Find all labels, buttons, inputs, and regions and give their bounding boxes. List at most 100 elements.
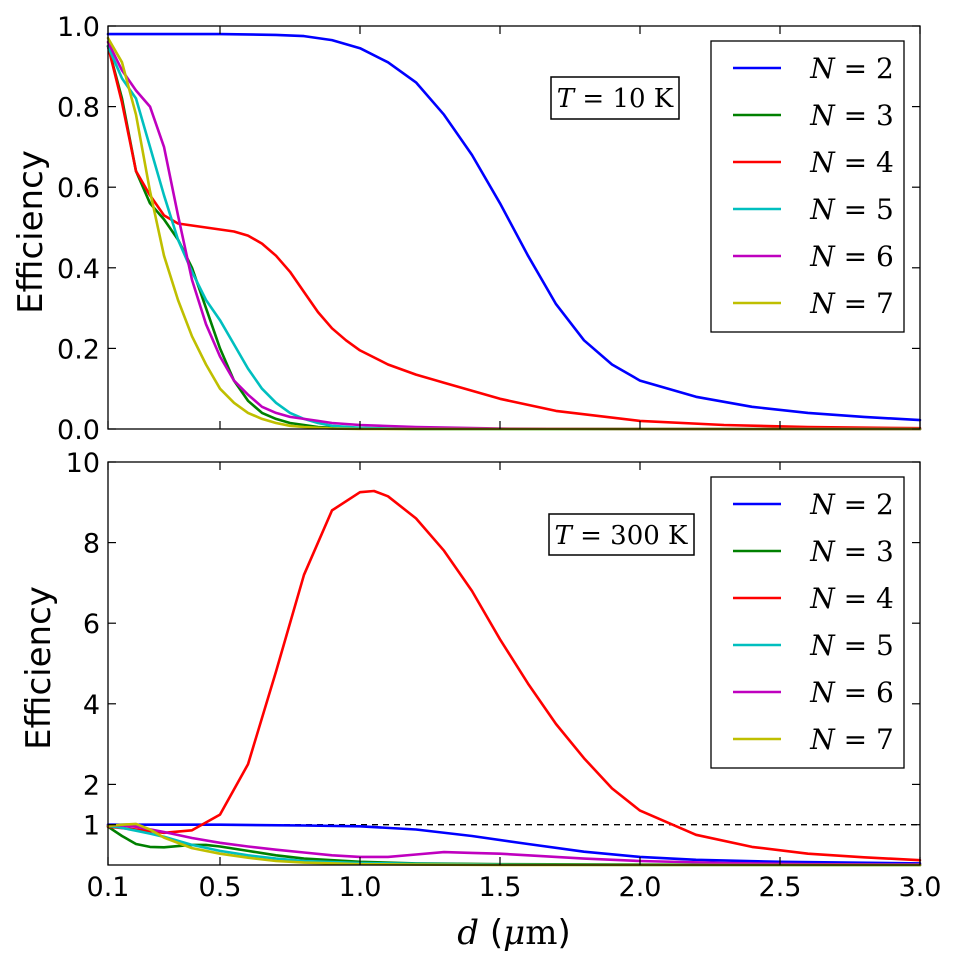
bottom-annotation-box — [548, 513, 695, 556]
top-legend-eq: = — [835, 99, 876, 132]
bottom-legend-label-n4: N = 4 — [809, 582, 894, 615]
bottom-legend-num: 5 — [876, 629, 894, 662]
x-tick-label: 2.0 — [619, 872, 662, 903]
bottom-annotation-eq: = — [572, 521, 610, 551]
top-legend-label-n5: N = 5 — [809, 193, 894, 226]
bottom-plot-frame — [107, 461, 921, 866]
top-legend-eq: = — [835, 52, 876, 85]
top-legend-eq: = — [835, 193, 876, 226]
x-axis-label: d (μm) — [457, 913, 570, 953]
bottom-annotation-var: T — [554, 521, 573, 551]
x-axis-label-close: ) — [557, 913, 570, 953]
bottom-x-tick-labels: 0.1 0.5 1.0 1.5 2.0 2.5 3.0 — [87, 872, 942, 903]
bottom-legend: N = 2N = 3N = 4N = 5N = 6N = 7 — [710, 476, 905, 769]
top-panel: 0.0 0.2 0.4 0.6 0.8 1.0 Efficiency T = 10 K N… — [11, 12, 922, 446]
bottom-temperature-annotation: T = 300 K — [548, 513, 695, 556]
top-legend-label-n3: N = 3 — [809, 99, 894, 132]
bottom-series-line-n2 — [106, 823, 922, 865]
top-annotation-var: T — [557, 84, 576, 114]
top-legend-var: N — [809, 287, 836, 320]
top-legend-num: 5 — [876, 193, 894, 226]
top-legend-var: N — [809, 99, 836, 132]
top-y-tick-label: 0.2 — [57, 334, 100, 365]
top-legend-num: 4 — [876, 146, 894, 179]
bottom-legend-num: 2 — [876, 488, 894, 521]
bottom-legend-eq: = — [835, 629, 876, 662]
bottom-legend-var: N — [809, 488, 836, 521]
bottom-legend-label-n6: N = 6 — [809, 676, 894, 709]
x-axis-label-mu: μ — [503, 913, 525, 953]
top-series-line-n2 — [106, 32, 922, 422]
bottom-legend-label-n7: N = 7 — [809, 723, 894, 756]
bottom-y-tick-label: 1 — [83, 811, 100, 842]
top-y-tick-label: 0.4 — [57, 254, 100, 285]
top-annotation-unit: K — [646, 84, 674, 114]
top-y-axis-label: Efficiency — [11, 150, 51, 314]
bottom-legend-label-n5: N = 5 — [809, 629, 894, 662]
bottom-legend-num: 4 — [876, 582, 894, 615]
svg-text:T = 300 K: T = 300 K — [554, 521, 688, 551]
bottom-legend-label-n3: N = 3 — [809, 535, 894, 568]
bottom-series-line-n4 — [106, 489, 922, 862]
top-y-tick-label: 0.0 — [57, 415, 100, 446]
bottom-legend-eq: = — [835, 676, 876, 709]
top-legend-label-n7: N = 7 — [809, 287, 894, 320]
bottom-y-tick-labels: 1 2 4 6 8 10 — [66, 448, 100, 842]
top-legend-num: 6 — [876, 240, 894, 273]
bottom-y-tick-label: 2 — [83, 770, 100, 801]
x-tick-label: 3.0 — [899, 872, 942, 903]
top-legend-label-n4: N = 4 — [809, 146, 894, 179]
top-y-tick-label: 0.8 — [57, 93, 100, 124]
top-temperature-annotation: T = 10 K — [550, 76, 680, 120]
bottom-series-line-n5 — [106, 824, 922, 867]
top-legend-frame — [710, 40, 905, 333]
top-legend-eq: = — [835, 146, 876, 179]
bottom-legend-var: N — [809, 676, 836, 709]
bottom-y-tick-label: 8 — [83, 529, 100, 560]
bottom-panel: 1 2 4 6 8 10 0.1 0.5 1.0 1.5 2.0 2.5 3.0 Efficiency… — [19, 448, 941, 953]
top-series-line-n6 — [106, 40, 922, 431]
bottom-legend-var: N — [809, 723, 836, 756]
bottom-legend-eq: = — [835, 723, 876, 756]
bottom-legend-var: N — [809, 535, 836, 568]
bottom-annotation-unit: K — [660, 521, 688, 551]
bottom-legend-frame — [710, 476, 905, 769]
x-axis-label-open: ( — [479, 913, 503, 953]
top-legend-num: 7 — [876, 287, 894, 320]
x-tick-label: 2.5 — [759, 872, 802, 903]
x-tick-label: 0.5 — [199, 872, 242, 903]
top-legend-var: N — [809, 146, 836, 179]
top-annotation-box — [550, 76, 680, 120]
bottom-annotation-value: 300 — [610, 521, 660, 551]
bottom-legend-num: 3 — [876, 535, 894, 568]
bottom-y-tick-label: 10 — [66, 448, 100, 479]
bottom-y-axis-label: Efficiency — [19, 586, 59, 750]
bottom-series-line-n6 — [106, 824, 922, 866]
bottom-tick-marks — [107, 461, 921, 865]
x-axis-label-unit: m — [525, 913, 557, 953]
bottom-legend-eq: = — [835, 535, 876, 568]
top-series-lines — [106, 32, 922, 431]
bottom-legend-eq: = — [835, 488, 876, 521]
top-legend-label-n6: N = 6 — [809, 240, 894, 273]
x-tick-label: 1.0 — [339, 872, 382, 903]
top-y-tick-label: 0.6 — [57, 173, 100, 204]
top-legend-var: N — [809, 240, 836, 273]
x-axis-label-var: d — [457, 913, 479, 953]
top-legend-var: N — [809, 52, 836, 85]
top-legend-label-n2: N = 2 — [809, 52, 894, 85]
top-legend-num: 2 — [876, 52, 894, 85]
top-y-tick-label: 1.0 — [57, 12, 100, 43]
bottom-legend-num: 6 — [876, 676, 894, 709]
bottom-legend-eq: = — [835, 582, 876, 615]
svg-text:T = 10 K: T = 10 K — [557, 84, 674, 114]
top-tick-marks — [107, 25, 921, 430]
top-y-tick-labels: 0.0 0.2 0.4 0.6 0.8 1.0 — [57, 12, 100, 446]
top-plot-frame — [107, 25, 921, 430]
top-legend-eq: = — [835, 240, 876, 273]
bottom-legend-var: N — [809, 629, 836, 662]
bottom-legend-label-n2: N = 2 — [809, 488, 894, 521]
top-annotation-eq: = — [574, 84, 612, 114]
bottom-legend-var: N — [809, 582, 836, 615]
